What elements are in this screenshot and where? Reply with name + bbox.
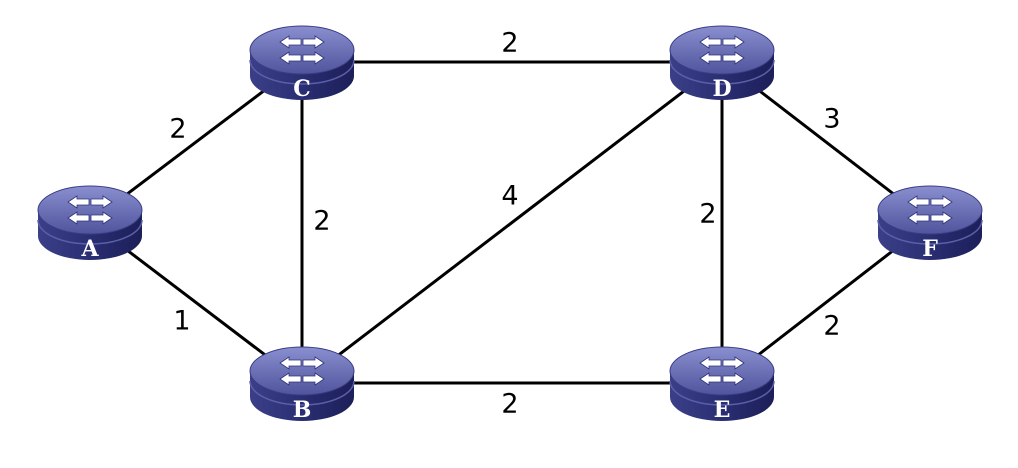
edge-weight-d-f: 3 — [823, 104, 840, 135]
router-top — [669, 25, 775, 75]
router-band — [669, 59, 775, 85]
router-band — [877, 219, 983, 245]
router-node-b: B — [249, 346, 355, 423]
router-icon — [279, 356, 325, 386]
router-label-c: C — [293, 76, 311, 102]
router-label-b: B — [293, 397, 312, 423]
router-node-c: C — [249, 25, 355, 102]
router-band — [249, 59, 355, 85]
weights-layer: 2 1 2 2 4 2 2 3 2 — [169, 28, 840, 420]
router-icon — [279, 35, 325, 65]
router-icon — [67, 195, 113, 225]
edge-weight-a-c: 2 — [169, 114, 186, 145]
router-icon — [699, 356, 745, 386]
router-top — [669, 346, 775, 396]
edge-weight-a-b: 1 — [173, 306, 190, 337]
router-top — [249, 346, 355, 396]
router-node-e: E — [669, 346, 775, 423]
router-label-a: A — [80, 236, 99, 262]
router-node-a: A — [37, 185, 143, 262]
edge-weight-d-e: 2 — [699, 199, 716, 230]
router-band — [669, 380, 775, 406]
router-band — [249, 380, 355, 406]
edge-weight-b-d: 4 — [501, 181, 518, 212]
router-label-d: D — [712, 76, 731, 102]
edge-weight-e-f: 2 — [823, 311, 840, 342]
edges-layer — [89, 60, 931, 385]
edge-b-d — [301, 60, 723, 385]
router-top — [877, 185, 983, 235]
edge-weight-b-e: 2 — [501, 389, 518, 420]
edge-weight-c-d: 2 — [501, 28, 518, 59]
edge-weight-c-b: 2 — [313, 206, 330, 237]
router-top — [249, 25, 355, 75]
router-band — [37, 219, 143, 245]
router-top — [37, 185, 143, 235]
router-label-f: F — [922, 236, 938, 262]
router-icon — [699, 35, 745, 65]
router-icon — [907, 195, 953, 225]
router-node-d: D — [669, 25, 775, 102]
router-node-f: F — [877, 185, 983, 262]
router-label-e: E — [714, 397, 731, 423]
nodes-layer: A B C D E F — [37, 25, 983, 423]
